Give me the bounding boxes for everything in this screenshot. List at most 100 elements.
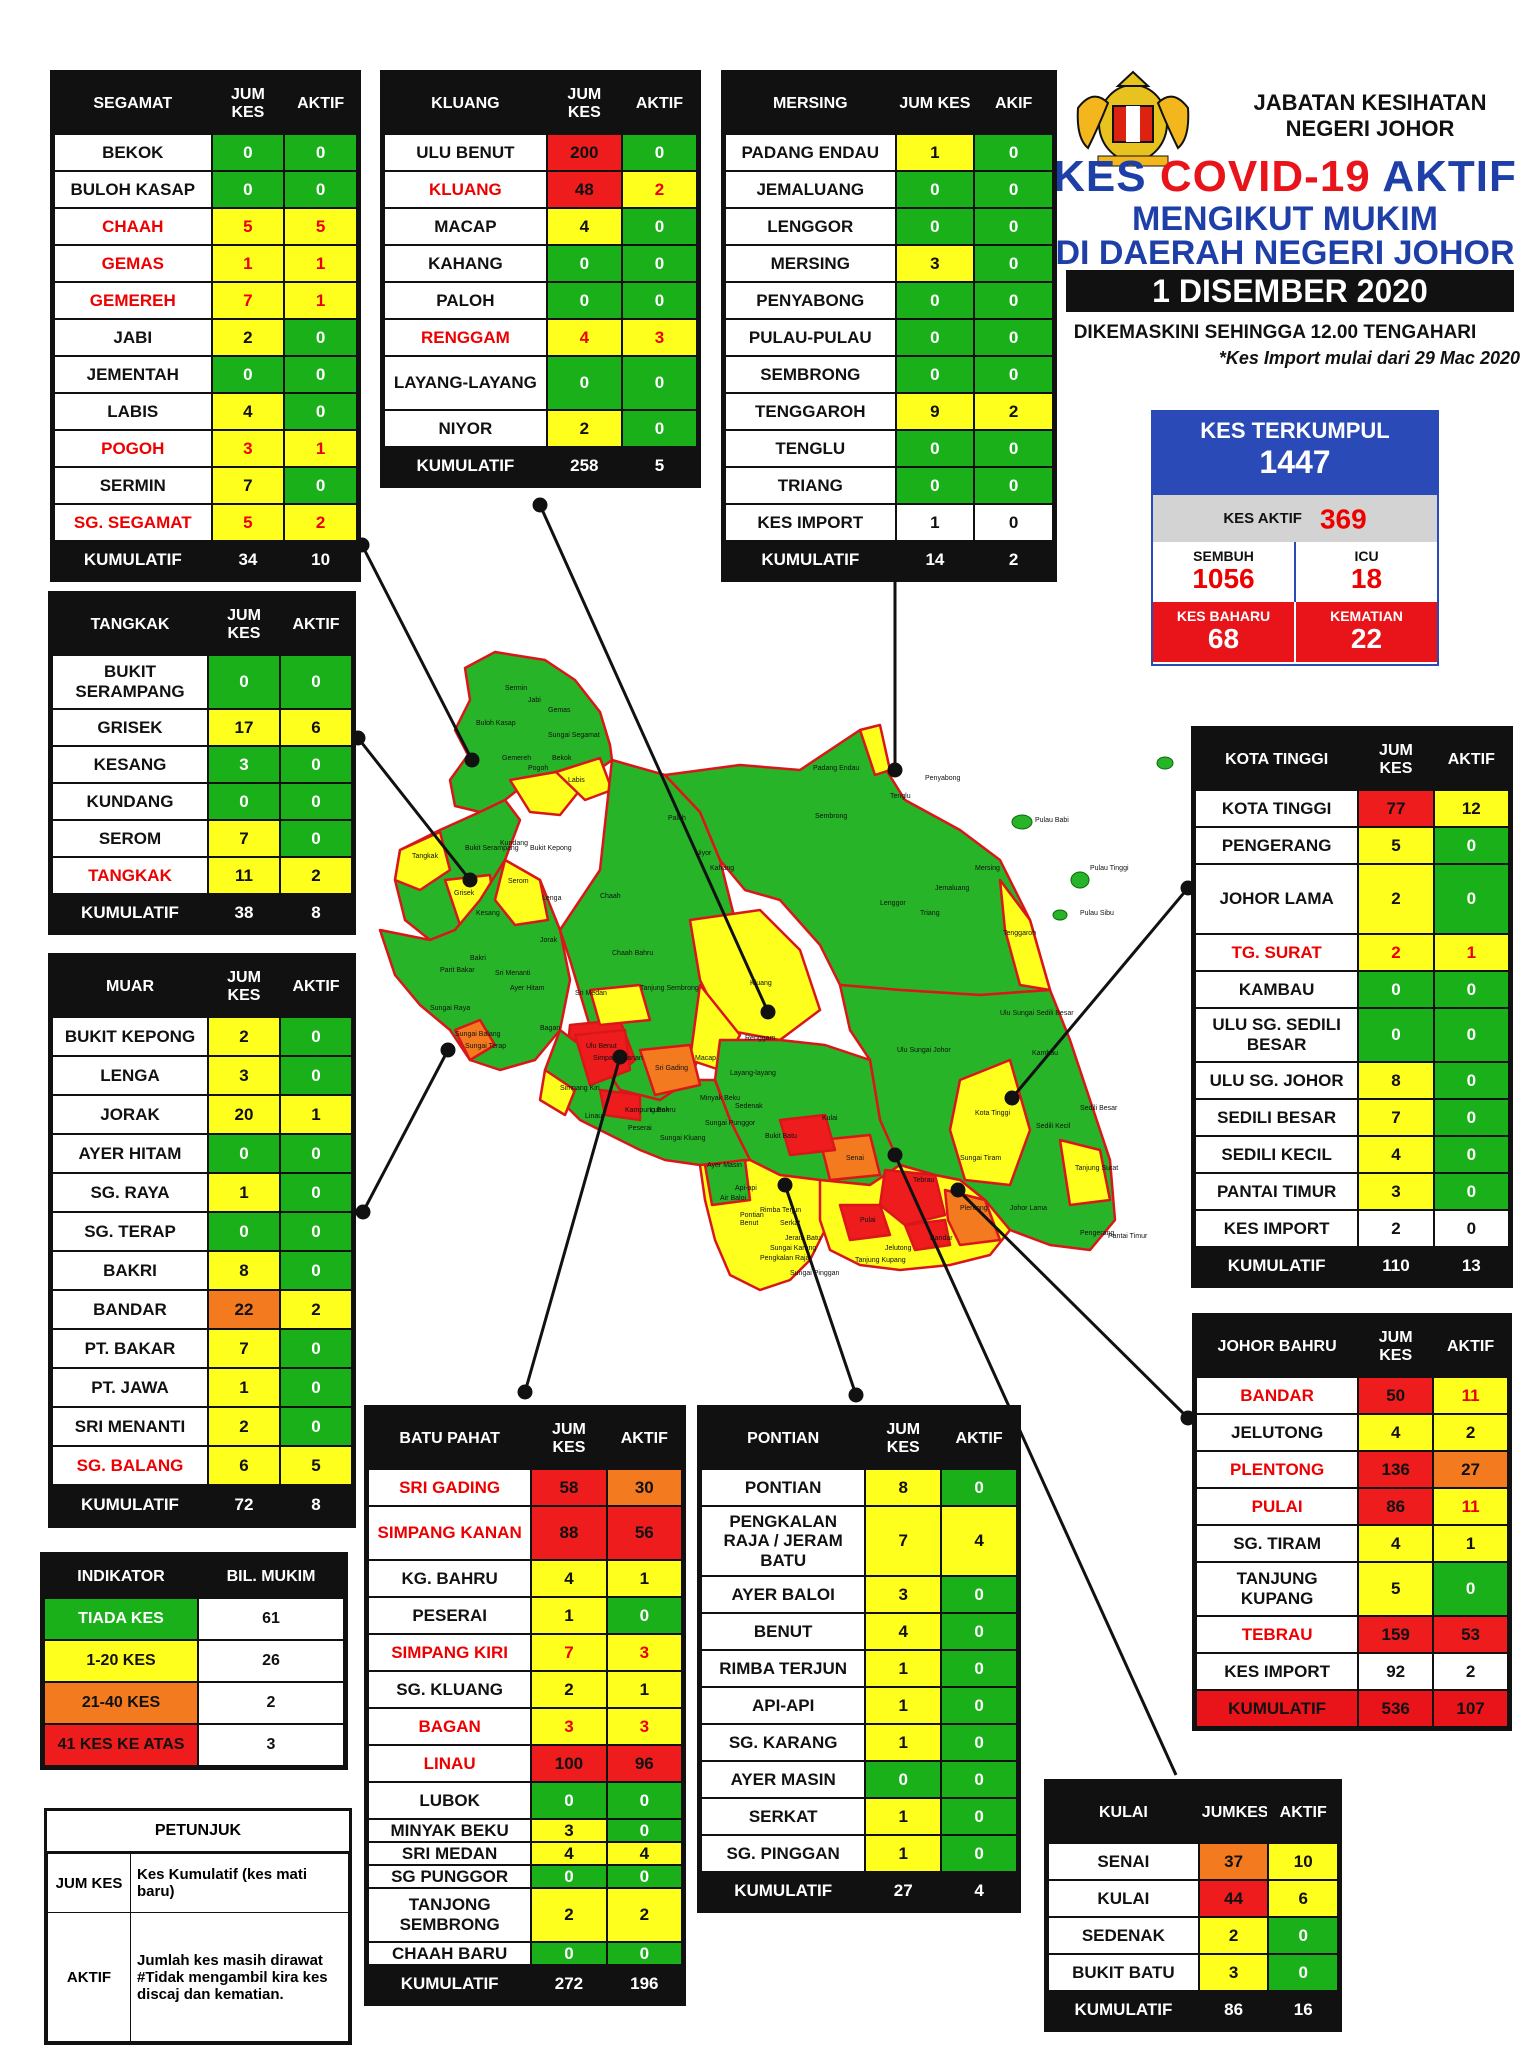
kota-tinggi-district-name: KOTA TINGGI <box>1193 729 1360 791</box>
mukim-aktif: 0 <box>279 654 353 710</box>
table-total-row: KUMULATIF 14 2 <box>724 540 1054 579</box>
mukim-name: SG. RAYA <box>51 1172 209 1213</box>
map-mukim-label: Jorak <box>540 937 558 944</box>
map-mukim-label: Bekok <box>552 755 572 762</box>
table-total-row: KUMULATIF 258 5 <box>383 446 699 485</box>
mukim-name: PENGKALAN RAJA / JERAM BATU <box>699 1505 867 1577</box>
johor-bahru-header-jum-kes: JUM KES <box>1357 1316 1435 1378</box>
mukim-aktif: 3 <box>620 318 699 357</box>
mukim-jum-kes: 0 <box>530 1781 608 1820</box>
total-jum: 14 <box>894 540 976 579</box>
table-row: TENGGAROH 9 2 <box>724 392 1054 431</box>
connector-dot <box>887 1147 903 1163</box>
connector-dot <box>887 762 903 778</box>
map-mukim-label: Sungai Tiram <box>960 1155 1001 1162</box>
recovered-value: 1056 <box>1192 563 1255 594</box>
map-mukim-label: Pulau Babi <box>1035 817 1069 824</box>
kota-tinggi-header-aktif: AKTIF <box>1432 729 1511 791</box>
table-row: GEMEREH 7 1 <box>53 281 358 320</box>
map-mukim-label: Sungai Kluang <box>660 1135 706 1142</box>
total-jum: 38 <box>207 893 281 932</box>
mukim-name: BENUT <box>699 1612 867 1651</box>
total-jum: 34 <box>210 540 286 579</box>
mukim-aktif: 2 <box>1432 1652 1509 1691</box>
map-mukim-label: Jeram Batu <box>785 1235 821 1242</box>
map-mukim-label: Ulu Sungai Johor <box>897 1047 951 1054</box>
mukim-jum-kes: 4 <box>1357 1135 1435 1174</box>
new-cases-label: KES BAHARU <box>1176 608 1271 624</box>
mukim-aktif: 0 <box>283 392 358 431</box>
mukim-jum-kes: 0 <box>207 1133 281 1174</box>
table-row: PENYABONG 0 0 <box>724 281 1054 320</box>
header: JABATAN KESIHATAN NEGERI JOHOR KES COVID… <box>1050 60 1520 390</box>
title-prefix: KES <box>1053 152 1160 201</box>
map-mukim-label: Labis <box>568 777 585 784</box>
active-value: 369 <box>1319 503 1367 535</box>
map-mukim-label: Peserai <box>628 1125 652 1132</box>
mukim-aktif: 5 <box>283 207 358 246</box>
key-term-aktif: AKTIF <box>47 1912 131 2042</box>
table-row: PANTAI TIMUR 3 0 <box>1193 1172 1511 1211</box>
table-row: KUNDANG 0 0 <box>51 782 353 821</box>
table-row: BUKIT BATU 3 0 <box>1047 1953 1339 1992</box>
table-row: TENGLU 0 0 <box>724 429 1054 468</box>
mukim-aktif: 27 <box>1432 1450 1509 1489</box>
table-row: BANDAR 22 2 <box>51 1289 353 1330</box>
mukim-aktif: 0 <box>279 1367 353 1408</box>
mukim-aktif: 0 <box>940 1686 1018 1725</box>
mukim-jum-kes: 0 <box>894 170 976 209</box>
mukim-aktif: 0 <box>283 466 358 505</box>
table-row: ULU BENUT 200 0 <box>383 133 699 172</box>
map-mukim-label: Kulai <box>822 1115 838 1122</box>
report-date: 1 DISEMBER 2020 <box>1066 270 1514 312</box>
mukim-jum-kes: 0 <box>894 281 976 320</box>
mukim-jum-kes: 3 <box>210 429 286 468</box>
map-mukim-label: Tenggaroh <box>1003 930 1036 937</box>
table-row: KES IMPORT 2 0 <box>1193 1209 1511 1248</box>
mukim-aktif: 2 <box>605 1887 684 1943</box>
mukim-name: GEMEREH <box>53 281 213 320</box>
mukim-jum-kes: 1 <box>207 1172 281 1213</box>
map-mukim-label: Minyak Beku <box>700 1095 740 1102</box>
map-mukim-label: Grisek <box>454 890 475 897</box>
mukim-aktif: 1 <box>283 244 358 283</box>
table-row: KOTA TINGGI 77 12 <box>1193 789 1511 828</box>
table-row: PULAU-PULAU 0 0 <box>724 318 1054 357</box>
total-aktif: 107 <box>1432 1689 1509 1728</box>
map-mukim-bandar-jb <box>903 1218 952 1252</box>
map-mukim-label: Gemas <box>548 707 571 714</box>
mukim-jum-kes: 58 <box>530 1468 608 1507</box>
mukim-name: SG. KARANG <box>699 1723 867 1762</box>
legend-label-21-40: 21-40 KES <box>43 1681 199 1725</box>
map-mukim-label: Sembrong <box>815 813 847 820</box>
muar-header-aktif: AKTIF <box>279 956 353 1018</box>
mukim-name: BANDAR <box>1194 1376 1360 1415</box>
connector-kota-tinggi <box>1010 887 1190 1099</box>
mukim-aktif: 0 <box>1432 1098 1511 1137</box>
mukim-jum-kes: 1 <box>864 1797 943 1836</box>
map-mukim-label: Pengkalan Raja <box>760 1255 810 1262</box>
map-mukim-label: Niyor <box>695 850 712 857</box>
connector-muar <box>361 1049 450 1213</box>
map-mukim-label: Kambau <box>1032 1050 1058 1057</box>
connector-dot <box>950 1182 966 1198</box>
map-mukim-label: Tanjung Sembrong <box>640 985 699 992</box>
mukim-jum-kes: 8 <box>864 1468 943 1507</box>
page-title: KES COVID-19 AKTIF <box>1050 152 1520 202</box>
map-mukim-label: Sri Medan <box>575 990 607 997</box>
map-mukim-label: Ulu Sungai Sedili Besar <box>1000 1010 1074 1017</box>
map-mukim-kulai <box>778 1113 837 1157</box>
total-jum: 258 <box>545 446 623 485</box>
district-table-pontian: PONTIAN JUM KES AKTIF PONTIAN 8 0 PENGKALAN RA… <box>697 1405 1021 1913</box>
mukim-aktif: 1 <box>1432 933 1511 972</box>
total-aktif: 13 <box>1432 1246 1511 1285</box>
mukim-jum-kes: 1 <box>864 1686 943 1725</box>
mukim-name: SRI MEDAN <box>366 1841 533 1866</box>
table-row: PONTIAN 8 0 <box>699 1468 1018 1507</box>
icu-value: 18 <box>1350 563 1383 594</box>
mukim-aktif: 4 <box>940 1505 1018 1577</box>
map-mukim-label: Paloh <box>668 815 686 822</box>
map-mukim-label: Sri Gading <box>655 1065 688 1072</box>
mukim-jum-kes: 77 <box>1357 789 1435 828</box>
mukim-jum-kes: 2 <box>530 1887 608 1943</box>
